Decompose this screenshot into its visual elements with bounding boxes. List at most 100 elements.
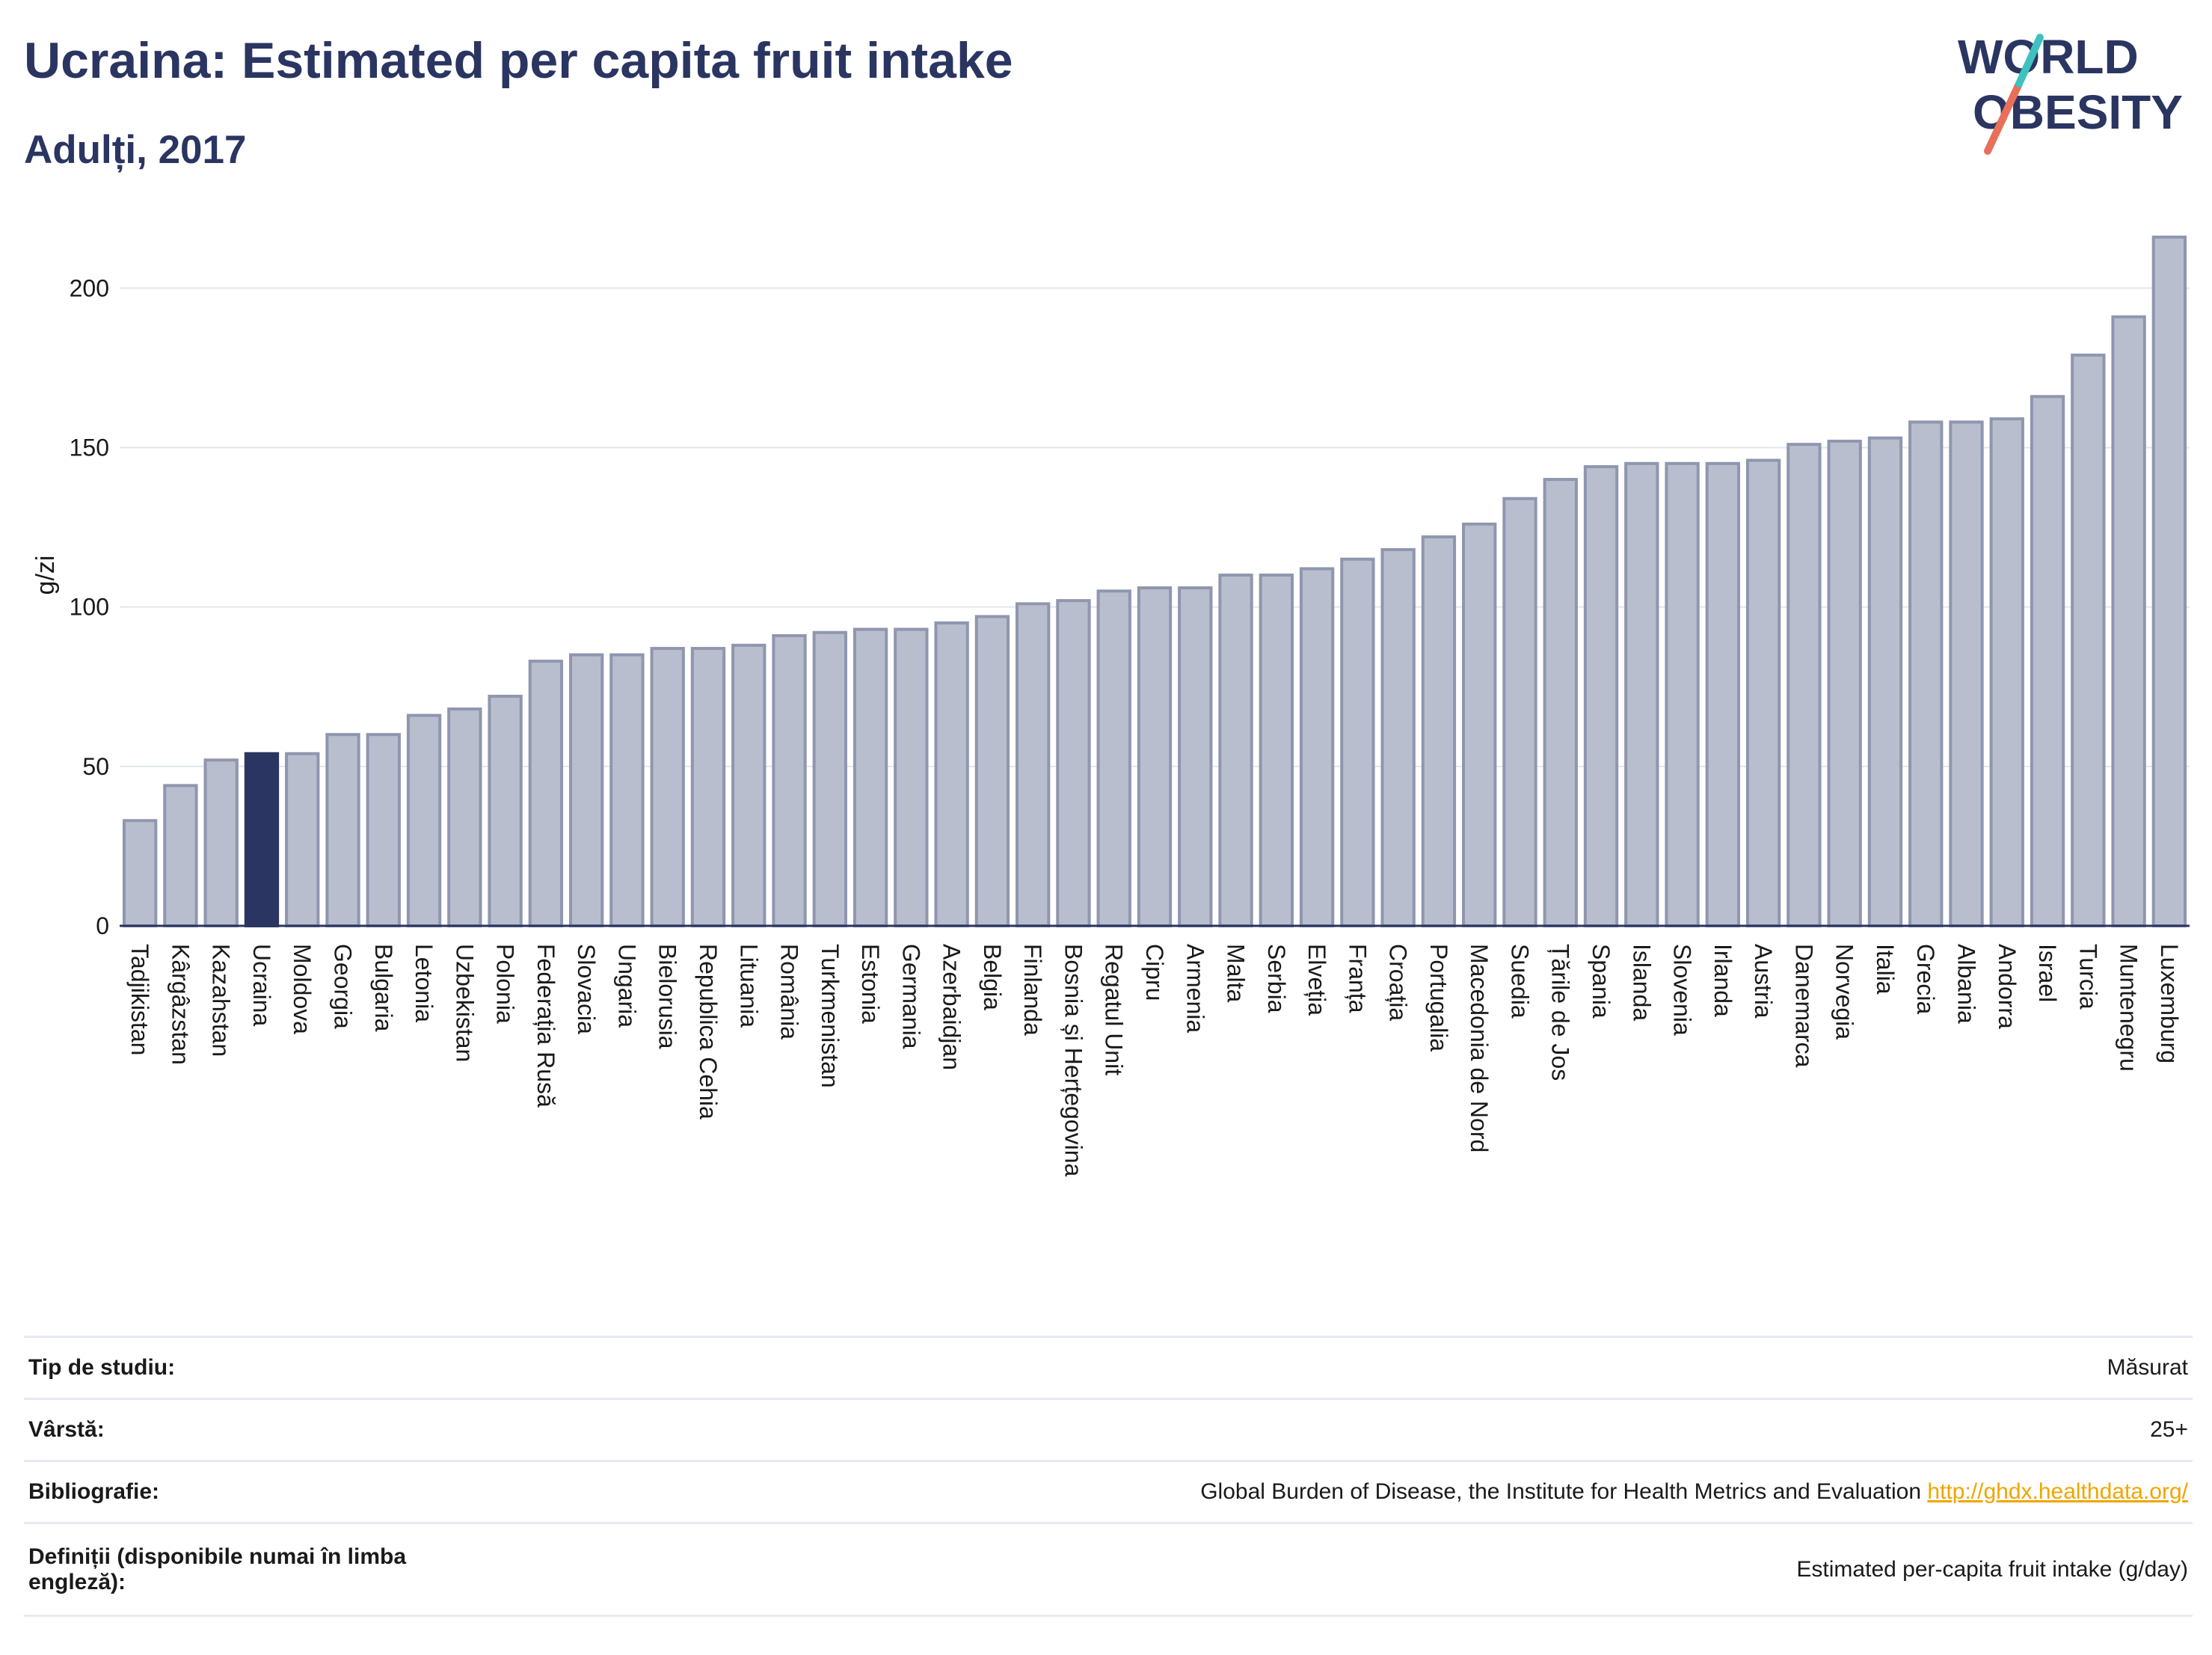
x-tick-label: Albania: [1953, 944, 1979, 1024]
x-tick-label: Turcia: [2074, 944, 2101, 1010]
bar-1: [163, 784, 198, 928]
logo-slash-teal: [2015, 34, 2044, 87]
bar-3: [244, 752, 280, 927]
bar-24: [1096, 589, 1131, 927]
bar-6: [366, 733, 401, 927]
bar-35: [1543, 478, 1578, 927]
meta-key: Vârstă:: [24, 1398, 497, 1461]
bar-34: [1502, 497, 1537, 927]
x-tick-label: Muntenegru: [2116, 944, 2142, 1072]
bar-13: [650, 647, 685, 928]
x-tick-label: Uzbekistan: [451, 944, 478, 1062]
x-tick-label: Macedonia de Nord: [1466, 944, 1493, 1152]
x-tick-label: Tadjikistan: [126, 944, 153, 1055]
bar-29: [1299, 567, 1335, 927]
bar-12: [609, 653, 645, 927]
meta-key: Tip de studiu:: [24, 1336, 497, 1399]
bar-40: [1745, 458, 1781, 927]
bar-39: [1705, 461, 1741, 927]
y-tick-label: 200: [70, 274, 109, 301]
x-tick-label: Slovacia: [573, 944, 600, 1034]
x-tick-label: Ungaria: [613, 944, 640, 1028]
x-tick-label: Letonia: [411, 944, 437, 1022]
bar-2: [203, 758, 239, 927]
bar-11: [568, 653, 604, 927]
x-tick-label: Republica Cehia: [695, 944, 722, 1120]
x-tick-label: Țările de Jos: [1547, 944, 1574, 1081]
bar-41: [1787, 443, 1822, 927]
bar-9: [488, 695, 523, 927]
meta-key: Definiții (disponibile numai în limba en…: [24, 1522, 497, 1617]
bar-26: [1178, 586, 1213, 928]
bar-37: [1624, 461, 1659, 927]
bar-18: [852, 627, 888, 927]
meta-row: Vârstă: 25+: [24, 1398, 2193, 1461]
x-tick-label: Bosnia și Herțegovina: [1060, 944, 1087, 1176]
x-tick-label: Slovenia: [1669, 944, 1696, 1036]
x-tick-label: Belgia: [979, 944, 1006, 1010]
chart-subtitle: Adulți, 2017: [24, 128, 247, 172]
x-tick-label: Georgia: [330, 944, 357, 1029]
bar-0: [122, 819, 158, 928]
bar-50: [2151, 236, 2187, 927]
x-tick-label: Elveția: [1303, 944, 1330, 1016]
x-tick-label: Danemarca: [1790, 944, 1817, 1068]
meta-row: Bibliografie: Global Burden of Disease, …: [24, 1460, 2193, 1523]
x-tick-label: Grecia: [1912, 944, 1939, 1014]
x-tick-label: Irlanda: [1709, 944, 1736, 1017]
x-tick-label: Luxemburg: [2156, 944, 2183, 1063]
meta-value-cell: Global Burden of Disease, the Institute …: [497, 1460, 2193, 1523]
logo-slash-coral: [1984, 80, 2023, 155]
bar-25: [1137, 586, 1173, 928]
x-tick-label: Portugalia: [1425, 944, 1452, 1051]
x-tick-label: Austria: [1750, 944, 1777, 1019]
x-tick-label: Azerbaidjan: [938, 944, 965, 1070]
x-tick-label: Italia: [1872, 944, 1899, 995]
bar-7: [406, 713, 442, 927]
bar-14: [690, 647, 726, 928]
bar-30: [1340, 557, 1375, 927]
x-tick-label: Turkmenistan: [817, 944, 844, 1088]
x-tick-label: Federația Rusă: [532, 944, 559, 1108]
bar-23: [1056, 599, 1091, 927]
bar-19: [894, 627, 929, 927]
x-tick-label: Germania: [897, 944, 924, 1049]
bar-17: [812, 630, 847, 928]
x-tick-label: Finlanda: [1019, 944, 1046, 1036]
x-tick-label: Bielorusia: [654, 944, 681, 1049]
bibliography-link[interactable]: http://ghdx.healthdata.org/: [1927, 1479, 2188, 1504]
x-tick-label: Polonia: [492, 944, 519, 1024]
bar-47: [2030, 395, 2065, 927]
x-tick-label: Moldova: [289, 944, 316, 1034]
bar-46: [1989, 417, 2024, 927]
bar-21: [974, 615, 1010, 927]
x-tick-label: Suedia: [1506, 944, 1533, 1019]
x-tick-label: Armenia: [1182, 944, 1208, 1033]
bar-48: [2071, 353, 2106, 927]
bar-15: [731, 643, 766, 927]
bar-28: [1259, 574, 1294, 927]
x-tick-label: Lituania: [735, 944, 762, 1028]
x-tick-label: Kazahstan: [208, 944, 235, 1057]
x-tick-label: Malta: [1223, 944, 1250, 1002]
y-axis-label: g/zi: [31, 556, 60, 595]
bar-4: [285, 752, 320, 927]
world-obesity-logo: WORLD OBESITY: [1958, 30, 2183, 155]
x-tick-label: Croația: [1385, 944, 1412, 1021]
bar-chart: 0 50 100 150 200 g/zi Tadjikistan Kârgâzstan Kaz…: [31, 236, 2190, 1176]
bar-32: [1421, 535, 1457, 927]
y-tick-label: 50: [82, 753, 109, 780]
x-tick-label: Andorra: [1994, 944, 2021, 1029]
meta-row: Definiții (disponibile numai în limba en…: [24, 1522, 2193, 1617]
bar-42: [1827, 439, 1862, 927]
x-tick-label: Islanda: [1628, 944, 1655, 1021]
x-tick-label: Estonia: [857, 944, 884, 1024]
bar-10: [528, 660, 564, 927]
bar-44: [1908, 420, 1944, 927]
x-tick-label: Bulgaria: [370, 944, 397, 1032]
bar-22: [1016, 602, 1051, 927]
meta-value: Măsurat: [497, 1336, 2193, 1399]
x-tick-label: Serbia: [1263, 944, 1290, 1013]
bar-36: [1583, 465, 1619, 927]
y-tick-label: 0: [96, 912, 109, 939]
